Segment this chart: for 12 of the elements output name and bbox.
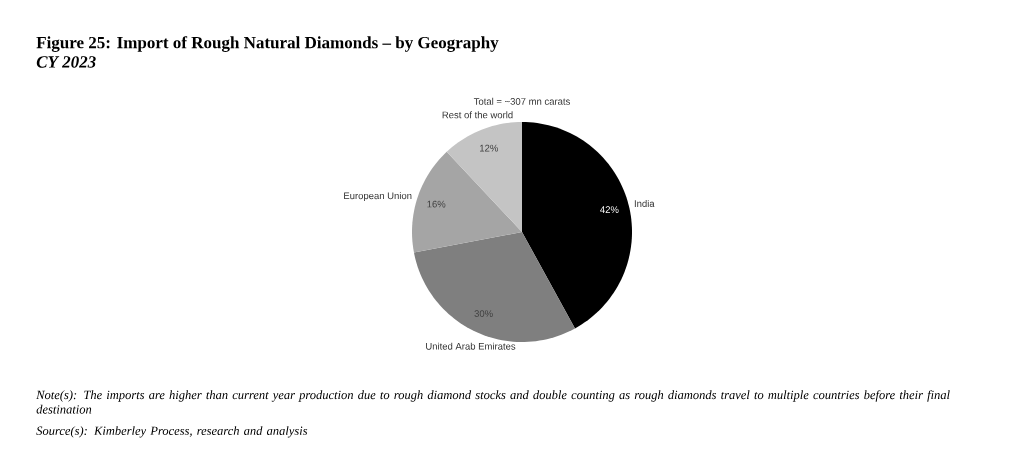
data-label: 12% — [480, 144, 498, 152]
chart-title: Figure 25: Import of Rough Natural Diamonds – by Geography — [36, 36, 499, 52]
text: Note(s): The imports are higher than current year production due to rough diamond stocks and double counting as rough diamonds travel to multiple countries before their final destination — [36, 390, 950, 414]
text: Total = ~307 mn carats — [473, 97, 570, 105]
slice-label: United Arab Emirates — [426, 342, 516, 350]
slice-label: European Union — [344, 192, 412, 202]
data-label: 16% — [427, 200, 446, 208]
slice-label: Rest of the world — [442, 111, 513, 119]
source-note: Source(s): Kimberley Process, research and analysis — [36, 426, 308, 438]
text: CY 2023 — [36, 56, 96, 68]
slice-label: India — [634, 200, 655, 207]
data-label: 42% — [600, 206, 619, 213]
